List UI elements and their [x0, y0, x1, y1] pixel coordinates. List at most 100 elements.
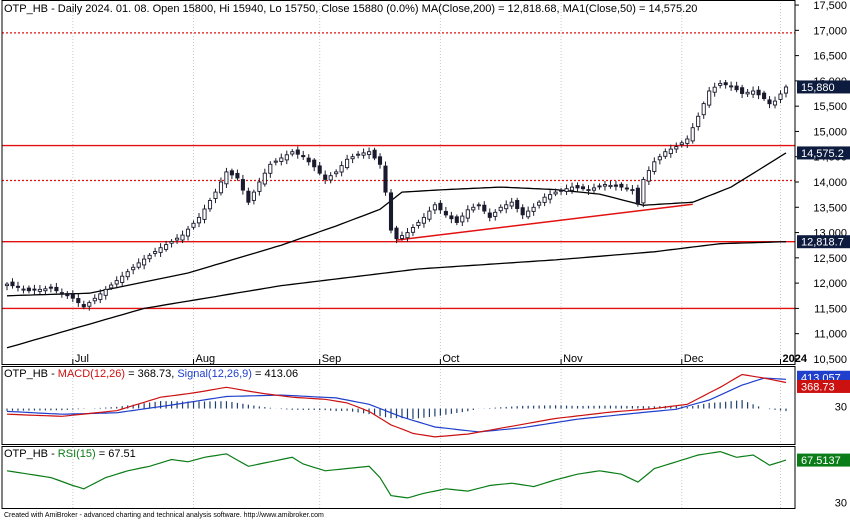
- candle-body-26: [147, 254, 152, 260]
- candle-body-57: [317, 165, 322, 174]
- panel-frame-2: [1, 446, 796, 509]
- candle-119: [657, 153, 662, 165]
- candle-94: [520, 204, 525, 220]
- candle-24: [136, 258, 141, 270]
- price-tick-label-14: 17,500: [813, 0, 847, 12]
- price-badge-1-text: 14,575.2: [801, 148, 844, 160]
- candle-body-14: [81, 304, 86, 308]
- macd-tick-label-0: 30: [835, 401, 847, 413]
- candle-107: [591, 183, 597, 194]
- candle-body-38: [213, 191, 218, 199]
- candle-body-63: [350, 156, 355, 160]
- candle-50: [279, 153, 284, 166]
- candle-48: [268, 161, 273, 178]
- candle-87: [482, 201, 487, 214]
- candle-6: [37, 285, 42, 295]
- panel-frame-0: [1, 0, 796, 365]
- candle-body-62: [345, 158, 350, 169]
- candle-47: [262, 168, 267, 187]
- candle-44: [246, 187, 251, 206]
- candle-126: [696, 112, 701, 131]
- candle-10: [59, 288, 64, 298]
- candle-103: [569, 182, 575, 194]
- date-tick-label-4: Nov: [563, 353, 583, 365]
- price-tick-label-13: 17,000: [813, 25, 847, 37]
- price-grid: [72, 0, 782, 508]
- candle-109: [602, 181, 608, 191]
- candle-106: [586, 185, 591, 195]
- candle-35: [196, 213, 202, 228]
- candle-body-39: [218, 181, 224, 194]
- candle-body-13: [76, 298, 81, 304]
- candle-body-37: [207, 200, 213, 210]
- candle-78: [432, 201, 437, 215]
- candle-1: [10, 278, 15, 289]
- candle-body-90: [498, 206, 503, 212]
- candle-body-52: [290, 151, 295, 155]
- candle-body-124: [685, 138, 690, 144]
- candle-body-102: [564, 188, 569, 192]
- candle-body-4: [26, 287, 31, 292]
- candle-100: [553, 188, 558, 197]
- macd-header: OTP_HB - MACD(12,26) = 368.73, Signal(12…: [4, 368, 298, 380]
- candle-84: [465, 205, 470, 223]
- candle-29: [164, 240, 169, 252]
- candle-body-6: [37, 288, 42, 292]
- candle-89: [493, 209, 498, 221]
- candle-105: [580, 183, 586, 191]
- candle-body-55: [306, 157, 311, 163]
- candle-body-103: [569, 186, 575, 191]
- signal-label: Signal(12,26,9): [177, 368, 252, 380]
- candle-93: [515, 197, 520, 213]
- macd-label: MACD(12,26): [58, 368, 125, 380]
- candle-body-29: [164, 244, 169, 250]
- candle-124: [685, 135, 690, 148]
- candle-55: [306, 154, 311, 166]
- candle-body-130: [718, 82, 723, 86]
- ma50-line: [6, 152, 787, 297]
- candle-body-7: [43, 288, 48, 292]
- candle-79: [438, 200, 443, 214]
- candle-99: [548, 190, 553, 204]
- candle-body-23: [131, 266, 136, 271]
- candle-41: [229, 168, 234, 179]
- candle-body-128: [707, 90, 712, 106]
- candle-body-48: [268, 163, 273, 174]
- candle-body-127: [701, 103, 706, 116]
- candle-56: [312, 158, 317, 172]
- candle-39: [218, 177, 224, 196]
- date-axis: Jul Aug Sep Oct Nov Dec 2024: [72, 353, 808, 365]
- candle-66: [367, 147, 372, 159]
- candle-15: [87, 300, 92, 311]
- candle-75: [416, 219, 421, 229]
- candle-102: [564, 184, 569, 196]
- candle-body-108: [597, 185, 602, 188]
- rsi-line: [6, 450, 787, 499]
- candle-body-50: [279, 157, 284, 162]
- candle-115: [635, 184, 640, 207]
- candle-body-30: [169, 240, 174, 244]
- candle-64: [356, 151, 361, 159]
- candle-92: [509, 197, 514, 210]
- price-candles: [4, 79, 789, 311]
- candle-129: [712, 82, 717, 97]
- candle-57: [317, 161, 322, 176]
- candle-96: [531, 203, 536, 216]
- candle-body-96: [531, 206, 536, 212]
- candle-body-141: [778, 93, 783, 100]
- candle-body-136: [751, 90, 756, 95]
- candle-9: [54, 282, 59, 294]
- candle-98: [542, 193, 547, 207]
- candle-33: [185, 225, 191, 241]
- candle-body-91: [504, 204, 509, 210]
- candle-body-31: [175, 237, 180, 241]
- candle-43: [240, 174, 245, 195]
- candle-body-86: [476, 204, 481, 207]
- candle-70: [388, 189, 394, 234]
- candle-77: [427, 206, 432, 222]
- candle-42: [235, 169, 240, 181]
- candle-body-25: [142, 258, 147, 266]
- candle-body-126: [696, 115, 701, 128]
- signal-value: = 413.06: [252, 368, 298, 380]
